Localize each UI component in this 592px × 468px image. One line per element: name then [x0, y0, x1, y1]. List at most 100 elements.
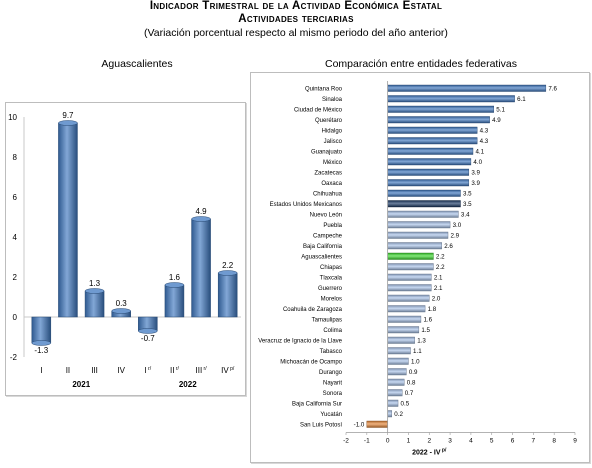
state-bar [387, 147, 474, 155]
x-tick-label: -2 [343, 438, 349, 445]
x-tick-label: 7 [532, 438, 536, 445]
x-tick-superscript: r/ [174, 366, 179, 372]
right-chart: Quintana Roo 7.6 Sinaloa 6.1 Ciudad de Méxic… [258, 81, 577, 457]
state-label: Tabasco [320, 349, 343, 355]
y-tick-label: 2 [13, 273, 18, 282]
value-label: 0.9 [409, 369, 418, 376]
y-tick-label: 6 [13, 193, 18, 202]
state-bar [387, 378, 405, 386]
bar-cap [164, 282, 185, 288]
state-label: Zacatecas [314, 171, 342, 177]
x-tick-label: I r/ [144, 366, 151, 375]
value-label: 1.8 [428, 306, 437, 313]
x-tick-label: II [66, 366, 70, 375]
value-label: 3.9 [471, 170, 480, 177]
value-label: 1.3 [417, 338, 426, 345]
state-label: Durango [319, 370, 343, 376]
value-label: 2.1 [434, 275, 443, 282]
x-tick-label: 5 [490, 438, 494, 445]
value-label: 1.5 [421, 327, 430, 334]
state-bar [387, 347, 411, 355]
bar-iv-7 [217, 272, 238, 318]
left-chart-panel: -2 0 2 4 6 8 10 -1.3 I 9.7 II 1.3 III 0.3 IV -0.7 I r/1.… [5, 102, 246, 396]
state-label: San Luis Potosí [300, 423, 342, 429]
state-bar [387, 284, 432, 292]
value-label: 2.2 [436, 264, 445, 271]
state-bar [366, 420, 388, 428]
y-tick-label: 0 [13, 313, 18, 322]
state-label: Coahuila de Zaragoza [283, 307, 343, 313]
state-bar [387, 137, 478, 145]
bar-cap [58, 120, 78, 126]
state-bar [387, 168, 470, 176]
state-bar [387, 242, 442, 250]
x-tick-text: I [144, 366, 146, 375]
state-bar [387, 399, 399, 407]
value-label: 4.1 [475, 149, 484, 156]
state-bar [387, 126, 478, 134]
state-label: Jalisco [324, 139, 343, 145]
state-label: Puebla [323, 223, 342, 229]
bar-i-0 [31, 316, 52, 344]
x-axis-label-superscript: p/ [441, 448, 447, 454]
x-tick-text: II [66, 366, 70, 375]
report-note: (Variación porcentual respecto al mismo … [144, 27, 448, 39]
value-label: 1.3 [89, 279, 101, 288]
state-bar [387, 210, 459, 218]
year-group-label: 2021 [72, 380, 90, 389]
bar-cap [191, 216, 211, 222]
state-bar [387, 389, 403, 397]
y-tick-label: 4 [13, 233, 18, 242]
bar-iii-2 [84, 290, 105, 318]
state-bar [387, 231, 449, 239]
value-label: 2.1 [434, 285, 443, 292]
state-label: Guanajuato [311, 150, 343, 156]
state-bar [387, 305, 426, 313]
state-label: Sonora [323, 391, 343, 397]
state-bar [387, 116, 490, 124]
bar-iii-6 [191, 218, 211, 318]
x-tick-label: III r/ [196, 366, 208, 375]
year-group-label: 2022 [179, 380, 197, 389]
left-chart-title: Aguascalientes [101, 58, 173, 70]
value-label: 2.2 [436, 254, 445, 261]
bar-cap [138, 328, 158, 334]
state-label: Yucatán [320, 412, 342, 418]
value-label: 2.2 [222, 261, 234, 270]
state-label: Chiapas [320, 265, 342, 271]
x-tick-text: IV [117, 366, 125, 375]
value-label: 4.0 [473, 159, 482, 166]
bar-cap [31, 340, 52, 346]
value-label: 5.1 [496, 107, 505, 114]
value-label: 9.7 [62, 111, 74, 120]
state-label: Tamaulipas [312, 318, 342, 324]
value-label: 1.6 [423, 317, 432, 324]
state-bar [387, 221, 451, 229]
x-tick-label: III [91, 366, 98, 375]
value-label: 3.9 [471, 180, 480, 187]
value-label: 1.0 [411, 359, 420, 366]
x-axis-label: 2022 - IV p/ [412, 448, 447, 457]
value-label: 3.4 [461, 212, 470, 219]
value-label: 2.6 [444, 243, 453, 250]
x-tick-label: 2 [427, 438, 431, 445]
x-tick-text: III [91, 366, 98, 375]
state-bar [387, 368, 407, 376]
y-tick-label: -2 [10, 353, 18, 362]
value-label: 0.7 [405, 390, 414, 397]
x-tick-superscript: r/ [202, 366, 207, 372]
value-label: 3.5 [463, 201, 472, 208]
x-tick-text: IV [221, 366, 229, 375]
x-tick-text: II [170, 366, 174, 375]
x-tick-label: 6 [511, 438, 515, 445]
state-label: Hidalgo [322, 129, 343, 135]
state-label: Tlaxcala [320, 276, 343, 282]
bar-cap [217, 270, 238, 276]
x-tick-label: 9 [573, 438, 577, 445]
value-label: 3.5 [463, 191, 472, 198]
value-label: 0.2 [394, 411, 403, 418]
value-label: 4.3 [480, 138, 489, 145]
x-tick-label: 1 [407, 438, 411, 445]
state-bar [387, 294, 430, 302]
